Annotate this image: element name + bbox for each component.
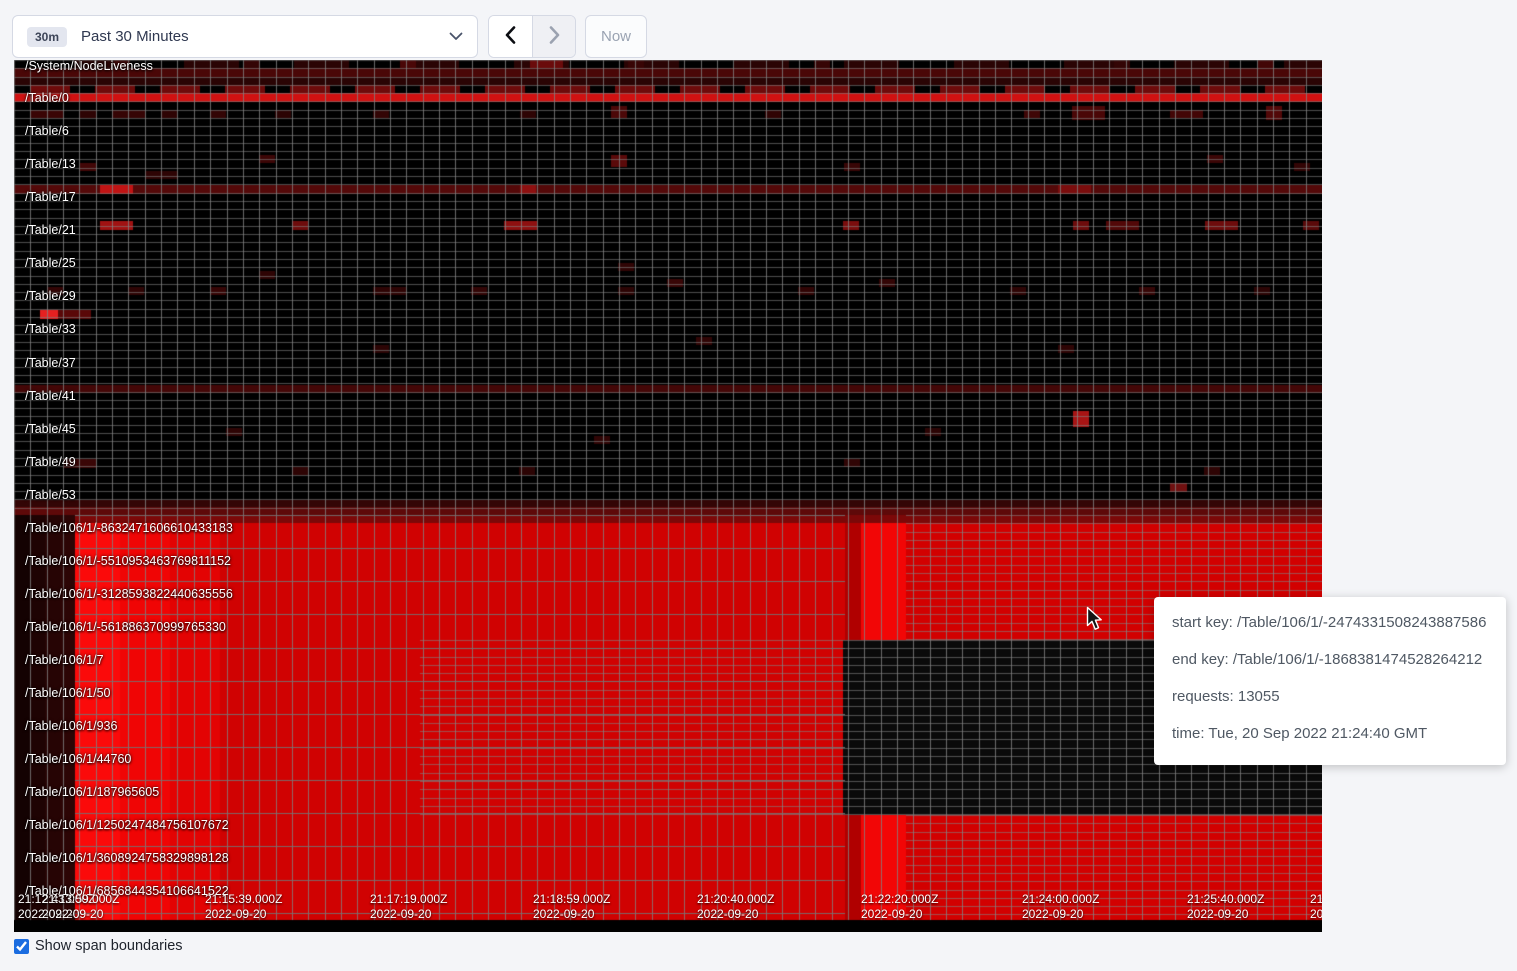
tooltip-line: end key: /Table/106/1/-18683814745282642… [1172, 651, 1483, 668]
next-window-button[interactable] [532, 16, 575, 57]
tooltip-line: start key: /Table/106/1/-247433150824388… [1172, 614, 1487, 631]
chevron-left-icon [505, 26, 516, 47]
tooltip-line: time: Tue, 20 Sep 2022 21:24:40 GMT [1172, 725, 1428, 742]
time-window-nav [488, 15, 576, 58]
chevron-right-icon [549, 26, 560, 47]
show-span-boundaries[interactable]: Show span boundaries [14, 938, 183, 954]
now-button[interactable]: Now [585, 15, 647, 58]
chevron-down-icon [449, 32, 463, 41]
time-window-dropdown[interactable]: 30m Past 30 Minutes [12, 15, 478, 58]
key-visualizer-heatmap[interactable] [14, 60, 1322, 932]
time-window-label: Past 30 Minutes [81, 28, 189, 45]
show-span-boundaries-checkbox[interactable] [14, 938, 29, 954]
cell-tooltip: start key: /Table/106/1/-247433150824388… [1154, 597, 1506, 765]
tooltip-line: requests: 13055 [1172, 688, 1280, 705]
key-visualizer: /System/NodeLiveness/Table/0/Table/6/Tab… [14, 60, 1322, 932]
time-window-badge: 30m [27, 26, 68, 47]
show-span-boundaries-label: Show span boundaries [35, 938, 183, 954]
prev-window-button[interactable] [489, 16, 532, 57]
